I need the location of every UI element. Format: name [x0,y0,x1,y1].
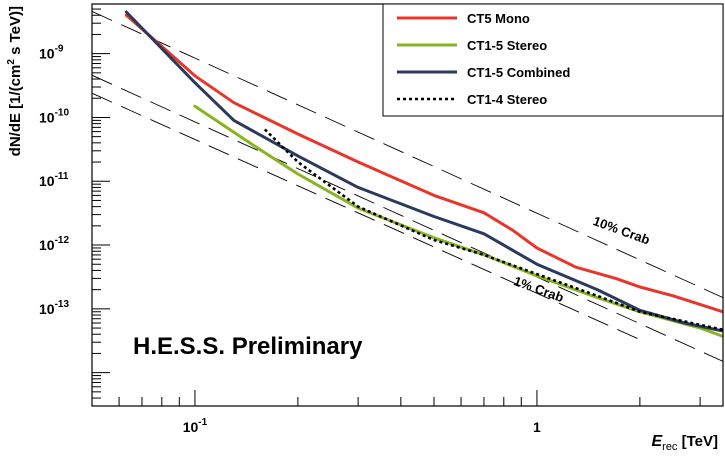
series-line-ct1-5-combined [124,10,723,333]
y-axis-label-rest: s TeV)] [7,6,24,59]
y-tick-label-exponent: -13 [55,299,70,310]
reference-line-1-crab [92,74,723,362]
x-tick-label: 1 [533,419,541,435]
x-axis-label-symbol: E [651,433,663,450]
annotation-hess-preliminary: H.E.S.S. Preliminary [133,333,363,360]
x-tick-label: 10-1 [183,417,208,435]
x-tick-label-exponent: -1 [198,417,207,428]
series-lines [124,10,723,338]
y-tick-label: 10-12 [39,235,69,253]
y-tick-label: 10-10 [39,107,69,125]
y-tick-label: 10-11 [39,171,69,189]
legend-label-ct5-mono: CT5 Mono [467,11,530,26]
legend-box [382,3,724,117]
legend: CT5 Mono CT1-5 Stereo CT1-5 Combined CT1-4 … [382,3,724,117]
x-axis-label: Erec [TeV] [651,433,718,453]
y-tick-label-base: 10 [39,301,55,317]
x-tick-label-base: 1 [533,419,541,435]
legend-label-ct1-5-stereo: CT1-5 Stereo [467,38,547,53]
y-tick-label-base: 10 [39,46,55,62]
y-tick-label-exponent: -10 [55,107,70,118]
y-tick-label: 10-9 [39,44,64,62]
series-line-ct5-mono [124,13,723,314]
y-axis-label-superscript: 2 [6,59,17,65]
legend-label-ct1-5-combined: CT1-5 Combined [467,65,570,80]
x-tick-label-base: 10 [183,419,199,435]
legend-label-ct1-4-stereo: CT1-4 Stereo [467,92,547,107]
y-tick-label-base: 10 [39,173,55,189]
reference-line-10-crab [92,10,723,299]
axis-ticks [91,8,701,407]
y-axis-label-main: dN/dE [1/(cm [7,65,24,157]
y-tick-label-base: 10 [39,109,55,125]
y-tick-label-base: 10 [39,237,55,253]
y-tick-label-exponent: -9 [55,44,64,55]
y-axis-label: dN/dE [1/(cm2 s TeV)] [6,6,24,156]
reference-lines [92,10,723,362]
y-tick-label: 10-13 [39,299,69,317]
y-tick-label-exponent: -12 [55,235,70,246]
reference-line-unlabeled-2 [92,92,641,341]
x-axis-label-unit: [TeV] [677,433,718,450]
y-tick-label-exponent: -11 [55,171,69,182]
legend-entries: CT5 Mono CT1-5 Stereo CT1-5 Combined CT1-4 … [397,11,570,107]
x-axis-label-subscript: rec [662,441,678,453]
